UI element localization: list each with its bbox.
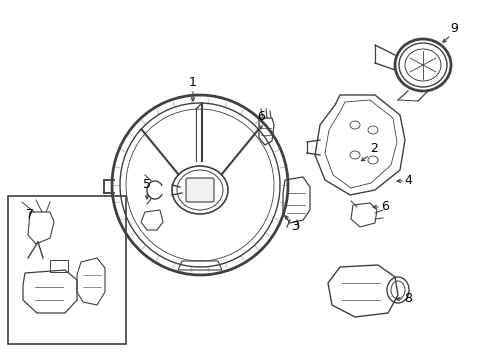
Text: 8: 8: [404, 292, 412, 306]
Text: 6: 6: [381, 201, 389, 213]
Text: 7: 7: [26, 208, 34, 221]
Text: 5: 5: [143, 179, 151, 192]
Bar: [50, 260, 68, 272]
FancyBboxPatch shape: [186, 178, 214, 202]
Text: 3: 3: [291, 220, 299, 233]
Text: 9: 9: [450, 22, 458, 35]
Text: 1: 1: [189, 76, 197, 89]
Text: 2: 2: [370, 141, 378, 154]
Text: 6: 6: [257, 109, 265, 122]
Text: 4: 4: [404, 175, 412, 188]
Bar: [8, 196, 126, 344]
